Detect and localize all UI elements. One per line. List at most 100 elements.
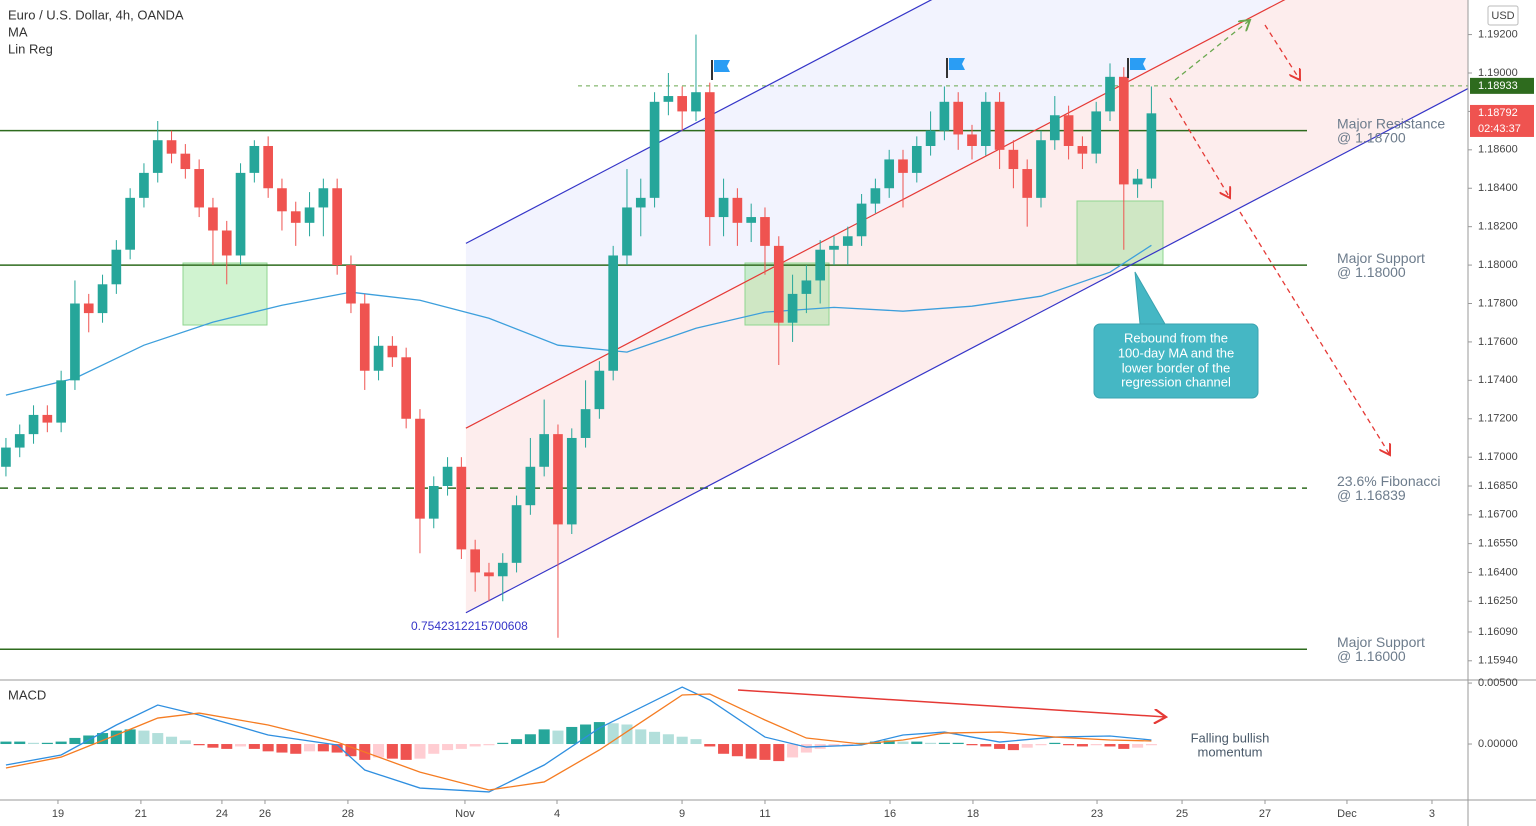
x-tick-label: Dec (1337, 808, 1357, 820)
candle-body (484, 572, 494, 577)
candle-body (594, 370, 605, 410)
callout-box (1093, 271, 1259, 399)
histogram-bar (1063, 744, 1075, 746)
x-tick-label: 16 (884, 808, 896, 820)
indicator-name: MA (8, 24, 28, 39)
candle-body (152, 140, 163, 173)
histogram-bar (221, 744, 233, 749)
candle-body (539, 434, 549, 467)
regression-middle (465, 0, 1286, 429)
candle-body (14, 434, 25, 448)
histogram-bar (152, 733, 164, 745)
histogram-bar (580, 724, 592, 745)
price-badge (1470, 104, 1534, 137)
candle-body (373, 345, 384, 371)
histogram-bar (952, 742, 964, 745)
candle-body (691, 92, 701, 112)
candle-body (70, 303, 80, 381)
candle-body (442, 466, 453, 486)
histogram-bar (1049, 742, 1061, 745)
candle-body (511, 505, 522, 563)
candle-body (939, 101, 950, 131)
histogram-bar (262, 744, 274, 752)
y-tick-label: 1.15940 (1478, 655, 1518, 667)
y-tick-label: 1.17000 (1478, 451, 1518, 463)
histogram-bar (635, 729, 647, 745)
candle-body (870, 188, 881, 204)
callout-text: Rebound from the (1124, 330, 1228, 345)
candle-body (677, 96, 688, 112)
histogram-bar (676, 736, 688, 745)
annotations: Rebound from the 100-day MA and the lowe… (711, 20, 1390, 759)
x-tick-label: 26 (259, 808, 271, 820)
histogram-bar (235, 744, 247, 747)
histogram-bar (179, 740, 191, 745)
price-badge-label: 1.18933 (1478, 80, 1518, 92)
candle-body (994, 101, 1005, 150)
histogram-bar (193, 744, 205, 746)
histogram-bar (842, 744, 854, 746)
y-tick-label: 1.17200 (1478, 413, 1518, 425)
candle-body (1036, 140, 1046, 198)
price-badge (1470, 77, 1534, 94)
candle-body (1077, 145, 1088, 154)
y-tick-label: 1.18600 (1478, 144, 1518, 156)
histogram-bar (662, 734, 674, 745)
histogram-bar (718, 744, 730, 754)
histogram-bar (331, 744, 343, 753)
candle-body (235, 172, 246, 256)
candle-body (125, 197, 135, 250)
candle-body (553, 434, 563, 525)
candle-body (1008, 149, 1019, 170)
candle-body (622, 207, 632, 256)
histogram-bar (455, 744, 467, 749)
candle-body (829, 245, 839, 250)
y-tick-label: 1.19000 (1478, 67, 1518, 79)
candle-body (208, 207, 218, 231)
histogram-bar (994, 744, 1006, 749)
candle-body (277, 188, 287, 212)
histogram-bar (14, 741, 26, 745)
histogram-bar (883, 740, 895, 745)
moving-average (5, 244, 1152, 396)
level-label: Major Support (1337, 250, 1425, 266)
candle-body (56, 380, 66, 423)
histogram-bar (607, 723, 619, 745)
candle-body (290, 211, 301, 223)
currency-box (1487, 5, 1519, 26)
price-plot (0, 0, 1468, 651)
candle-body (898, 159, 908, 173)
candle-body (318, 188, 329, 208)
candle-body (249, 145, 260, 173)
y-tick-label: 1.16400 (1478, 566, 1518, 578)
histogram-bar (428, 744, 440, 754)
y-tick-label: 0.00000 (1478, 738, 1518, 750)
level-label: @ 1.18000 (1337, 264, 1406, 280)
histogram-bar (28, 742, 40, 745)
y-tick-label: 1.17800 (1478, 297, 1518, 309)
histogram-bar (69, 737, 81, 745)
histogram-bar (55, 741, 67, 745)
histogram-bar (1090, 744, 1102, 746)
flag (711, 60, 730, 80)
x-tick-label: 3 (1429, 808, 1435, 820)
candle-body (346, 265, 356, 304)
y-tick-label: 1.16090 (1478, 626, 1518, 638)
candle-body (856, 203, 867, 237)
level-label: 23.6% Fibonacci (1337, 473, 1441, 489)
histogram-bar (593, 722, 605, 745)
histogram-bar (980, 744, 992, 747)
candle-body (1118, 76, 1129, 185)
candle-body (925, 130, 936, 146)
histogram-bar (442, 744, 454, 751)
candle-body (83, 303, 94, 314)
candle-body (911, 145, 922, 173)
histogram-bar (166, 736, 178, 745)
candle-body (842, 236, 853, 246)
histogram-bar (938, 742, 950, 745)
y-tick-label: 1.17400 (1478, 374, 1518, 386)
histogram-bar (621, 724, 633, 745)
candle-body (332, 188, 342, 266)
candle-body (732, 197, 743, 223)
